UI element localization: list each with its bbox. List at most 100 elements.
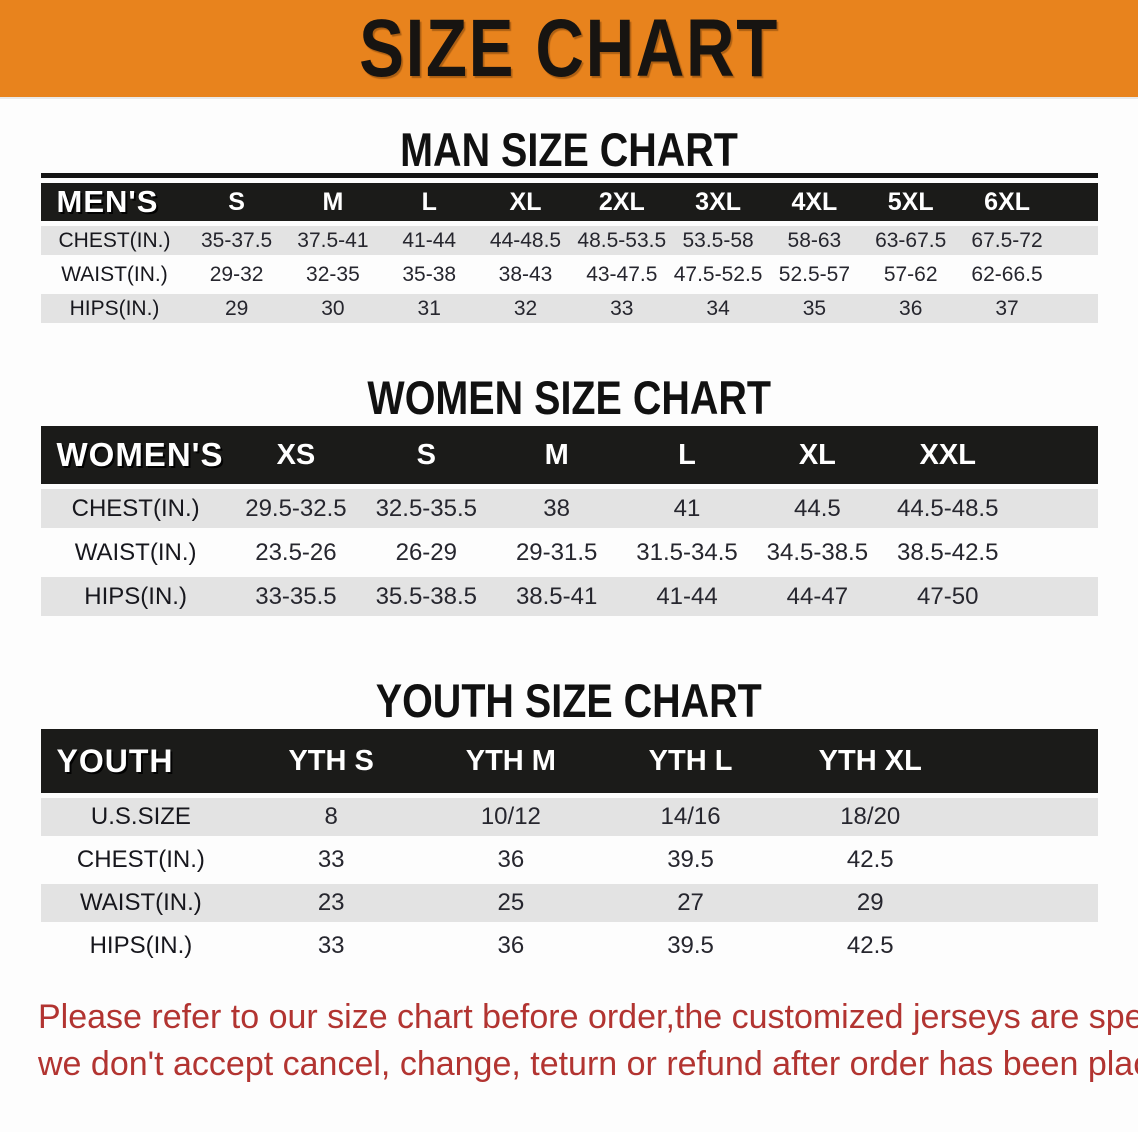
size-value: 34 <box>669 294 767 323</box>
table-row: HIPS(IN.) 33-35.5 35.5-38.5 38.5-41 41-44 44-… <box>40 577 1098 616</box>
size-column-header: XS <box>230 426 362 484</box>
row-filler-cell <box>1012 577 1098 616</box>
size-value: 47-50 <box>882 577 1013 616</box>
size-column-header: S <box>188 183 285 221</box>
table-row: HIPS(IN.) 29 30 31 32 33 34 35 36 37 <box>40 294 1098 323</box>
size-column-header: 2XL <box>573 183 670 221</box>
table-header-row: MEN'S S M L XL 2XL 3XL 4XL 5XL 6XL <box>40 183 1098 221</box>
size-value: 47.5-52.5 <box>669 260 767 289</box>
table-row: WAIST(IN.) 23 25 27 29 <box>40 884 1098 922</box>
disclaimer-line-1: Please refer to our size chart before or… <box>38 998 1138 1036</box>
row-filler-cell <box>1055 294 1098 323</box>
size-value: 41-44 <box>621 577 753 616</box>
size-value: 48.5-53.5 <box>573 226 670 255</box>
size-column-header: 5XL <box>862 183 959 221</box>
row-label: HIPS(IN.) <box>40 927 242 965</box>
women-size-table: WOMEN'S XS S M L XL XXL CHEST(IN.) 29.5-32.5 32.5… <box>40 421 1098 621</box>
table-label-header: MEN'S <box>40 183 189 221</box>
size-value: 44.5-48.5 <box>882 489 1013 528</box>
size-column-header: YTH M <box>421 729 601 793</box>
size-value: 31 <box>381 294 478 323</box>
men-section-heading: MAN SIZE CHART <box>0 126 1138 173</box>
disclaimer-text: Please refer to our size chart before or… <box>38 994 1138 1088</box>
size-value: 36 <box>421 927 601 965</box>
size-column-header: 4XL <box>766 183 863 221</box>
size-value: 63-67.5 <box>862 226 959 255</box>
size-value: 38-43 <box>477 260 574 289</box>
women-section-heading: WOMEN SIZE CHART <box>0 374 1138 421</box>
size-column-header: L <box>621 426 753 484</box>
size-column-header: YTH L <box>600 729 781 793</box>
size-value: 39.5 <box>600 927 781 965</box>
row-label: CHEST(IN.) <box>40 841 242 879</box>
youth-size-table: YOUTH YTH S YTH M YTH L YTH XL U.S.SIZE 8 10/12… <box>40 724 1098 970</box>
row-label: U.S.SIZE <box>40 798 242 836</box>
size-value: 35-37.5 <box>188 226 285 255</box>
size-value: 39.5 <box>600 841 781 879</box>
size-value: 32.5-35.5 <box>361 489 492 528</box>
size-column-header: YTH S <box>241 729 422 793</box>
size-value: 32 <box>477 294 574 323</box>
size-value: 42.5 <box>780 841 961 879</box>
size-value: 53.5-58 <box>669 226 767 255</box>
size-value: 38.5-42.5 <box>882 533 1013 572</box>
women-section-heading-text: WOMEN SIZE CHART <box>367 371 771 424</box>
size-value: 62-66.5 <box>958 260 1056 289</box>
size-column-header: XXL <box>882 426 1013 484</box>
table-row: WAIST(IN.) 23.5-26 26-29 29-31.5 31.5-34.5 34… <box>40 533 1098 572</box>
size-value: 44-47 <box>752 577 883 616</box>
size-value: 25 <box>421 884 601 922</box>
table-row: CHEST(IN.) 35-37.5 37.5-41 41-44 44-48.5 48.5… <box>40 226 1098 255</box>
size-value: 33-35.5 <box>230 577 362 616</box>
row-filler-cell <box>1055 260 1098 289</box>
size-column-header: M <box>284 183 382 221</box>
size-value: 41 <box>621 489 753 528</box>
row-label: CHEST(IN.) <box>40 226 189 255</box>
row-filler-cell <box>960 798 1098 836</box>
size-value: 23 <box>241 884 422 922</box>
youth-section-heading: YOUTH SIZE CHART <box>0 677 1138 724</box>
size-value: 29-32 <box>188 260 285 289</box>
row-label: WAIST(IN.) <box>40 260 189 289</box>
disclaimer-line-2: we don't accept cancel, change, teturn o… <box>38 1044 1138 1083</box>
row-label: WAIST(IN.) <box>40 884 242 922</box>
size-column-header: L <box>381 183 478 221</box>
men-section-heading-text: MAN SIZE CHART <box>400 123 738 176</box>
row-filler-cell <box>1055 226 1098 255</box>
table-row: CHEST(IN.) 29.5-32.5 32.5-35.5 38 41 44.5 44.5… <box>40 489 1098 528</box>
size-value: 14/16 <box>600 798 781 836</box>
size-value: 35 <box>766 294 863 323</box>
row-filler-cell <box>1012 533 1098 572</box>
size-value: 35.5-38.5 <box>361 577 492 616</box>
size-value: 41-44 <box>381 226 478 255</box>
size-value: 38 <box>491 489 622 528</box>
youth-section-heading-text: YOUTH SIZE CHART <box>375 674 763 727</box>
size-value: 30 <box>284 294 382 323</box>
banner-title: SIZE CHART <box>359 2 779 94</box>
header-filler-cell <box>1055 183 1098 221</box>
size-column-header: XL <box>752 426 883 484</box>
size-value: 29 <box>780 884 961 922</box>
size-chart-banner: SIZE CHART <box>0 0 1138 99</box>
size-value: 34.5-38.5 <box>752 533 883 572</box>
size-value: 36 <box>862 294 959 323</box>
table-header-row: WOMEN'S XS S M L XL XXL <box>40 426 1098 484</box>
row-filler-cell <box>960 884 1098 922</box>
table-row: CHEST(IN.) 33 36 39.5 42.5 <box>40 841 1098 879</box>
table-row: U.S.SIZE 8 10/12 14/16 18/20 <box>40 798 1098 836</box>
size-value: 44.5 <box>752 489 883 528</box>
size-column-header: M <box>491 426 622 484</box>
men-size-section: MAN SIZE CHART MEN'S S M L XL 2XL 3XL 4XL 5XL 6XL… <box>0 126 1138 328</box>
size-value: 29 <box>188 294 285 323</box>
table-label-header: YOUTH <box>40 729 242 793</box>
size-value: 67.5-72 <box>958 226 1056 255</box>
row-label: HIPS(IN.) <box>40 577 231 616</box>
size-value: 18/20 <box>780 798 961 836</box>
size-value: 44-48.5 <box>477 226 574 255</box>
size-value: 26-29 <box>361 533 492 572</box>
size-value: 29-31.5 <box>491 533 622 572</box>
size-value: 37.5-41 <box>284 226 382 255</box>
table-row: WAIST(IN.) 29-32 32-35 35-38 38-43 43-47.5 47.… <box>40 260 1098 289</box>
row-label: WAIST(IN.) <box>40 533 231 572</box>
size-value: 57-62 <box>862 260 959 289</box>
